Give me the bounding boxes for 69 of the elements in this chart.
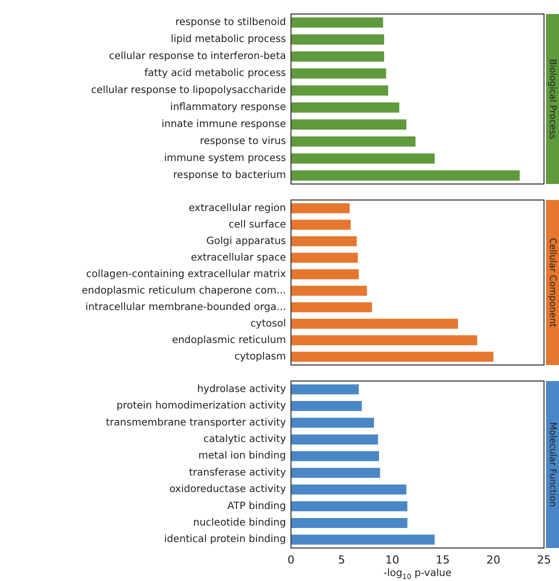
bar <box>291 17 384 28</box>
y-tick-label: catalytic activity <box>203 434 286 446</box>
bar <box>291 34 384 45</box>
y-tick-label: innate immune response <box>161 119 286 130</box>
bar <box>291 136 416 147</box>
bar <box>291 335 478 346</box>
bar <box>291 51 384 62</box>
y-tick-label: lipid metabolic process <box>170 34 286 46</box>
y-tick-label: cell surface <box>228 219 286 230</box>
y-tick-label: endoplasmic reticulum chaperone com... <box>82 285 286 296</box>
bar <box>291 85 388 96</box>
bar <box>291 68 386 79</box>
bar <box>291 468 380 478</box>
bar <box>291 451 380 462</box>
bar <box>291 236 357 246</box>
bar <box>291 418 374 428</box>
bar <box>291 286 367 296</box>
x-tick-label: 5 <box>338 553 346 566</box>
bar <box>291 401 362 412</box>
text: Biological Process <box>547 58 558 140</box>
y-tick-label: inflammatory response <box>170 102 286 114</box>
bar <box>291 119 406 130</box>
x-tick-label: 10 <box>385 553 400 566</box>
bar <box>291 434 378 444</box>
y-tick-label: oxidoreductase activity <box>169 484 286 496</box>
y-tick-label: cellular response to interferon-beta <box>108 51 286 62</box>
bar <box>291 269 359 280</box>
y-tick-label: hydrolase activity <box>197 384 286 395</box>
y-tick-label: cellular response to lipopolysaccharide <box>91 85 286 96</box>
x-tick-label: 0 <box>288 553 294 566</box>
bar <box>291 518 408 528</box>
y-tick-label: transferase activity <box>188 467 286 478</box>
y-tick-label: intracellular membrane-bounded orga... <box>85 302 286 313</box>
y-tick-label: extracellular space <box>190 252 286 264</box>
y-tick-label: protein homodimerization activity <box>116 400 286 412</box>
x-tick-label: 15 <box>436 553 450 566</box>
bar <box>291 220 351 230</box>
y-tick-label: response to stilbenoid <box>175 17 286 28</box>
bar <box>291 302 372 312</box>
bar <box>291 384 359 394</box>
bar <box>291 484 406 495</box>
bar <box>291 318 458 329</box>
bar <box>291 170 520 181</box>
bar <box>291 203 350 214</box>
y-tick-label: cytoplasm <box>234 351 286 362</box>
text: Molecular Function <box>547 422 558 507</box>
bar <box>291 153 435 164</box>
y-tick-label: metal ion binding <box>198 450 286 462</box>
bar <box>291 501 408 512</box>
y-tick-label: transmembrane transporter activity <box>106 417 286 428</box>
x-tick-label: 20 <box>486 553 500 566</box>
y-tick-label: nucleotide binding <box>193 518 286 529</box>
x-tick-label: 25 <box>537 553 551 566</box>
y-tick-label: Golgi apparatus <box>206 236 286 247</box>
y-tick-label: endoplasmic reticulum <box>172 334 286 346</box>
y-tick-label: response to bacterium <box>173 170 286 182</box>
y-tick-label: response to virus <box>200 136 286 148</box>
y-tick-label: collagen-containing extracellular matrix <box>86 268 286 280</box>
y-tick-label: fatty acid metabolic process <box>144 68 286 80</box>
bar <box>291 252 358 263</box>
y-tick-label: extracellular region <box>188 202 286 214</box>
y-tick-label: ATP binding <box>227 500 286 512</box>
y-tick-label: cytosol <box>250 318 286 330</box>
y-tick-label: immune system process <box>164 153 286 164</box>
bar <box>291 102 400 113</box>
y-tick-label: identical protein binding <box>164 534 286 546</box>
text: Cellular Component <box>547 238 558 328</box>
bar <box>291 534 435 545</box>
bar <box>291 352 494 362</box>
